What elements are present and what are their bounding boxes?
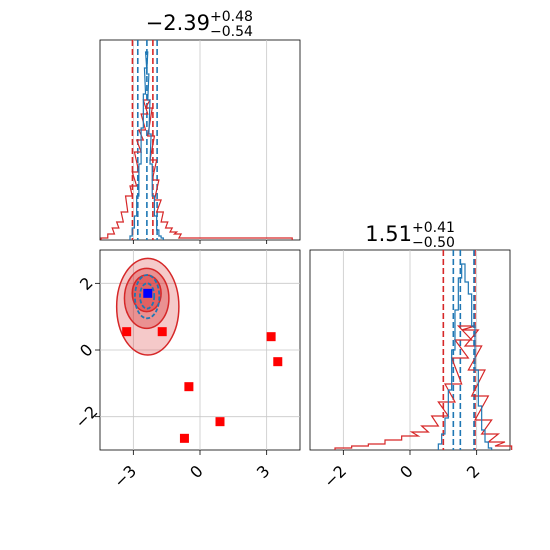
scatter-point-red: [273, 357, 283, 367]
scatter-point-red: [157, 327, 167, 337]
y-tick-label-param2: 2: [76, 273, 97, 294]
histogram-red-series: [334, 325, 513, 450]
x-tick-label-param2: −2: [320, 461, 350, 491]
scatter-point-red: [179, 433, 189, 443]
title-param1-lower: −0.54: [210, 24, 253, 40]
title-param2-upper: +0.41: [412, 220, 455, 236]
title-param2: 1.51: [365, 222, 412, 246]
title-param1-value: −2.39: [146, 11, 210, 35]
histogram-param1: [99, 39, 301, 241]
contour-red: [123, 267, 170, 330]
truth-point: [143, 288, 153, 298]
scatter-point-red: [122, 327, 132, 337]
histogram-param2: [309, 249, 513, 451]
y-tick-label-param2: −2: [71, 402, 101, 432]
scatter-point-red: [184, 382, 194, 392]
scatter-point-red: [215, 417, 225, 427]
scatter-panel: [99, 249, 301, 451]
title-param1-upper: +0.48: [210, 9, 253, 25]
scatter-point-red: [266, 332, 276, 342]
histogram-blue-series: [129, 51, 164, 240]
x-tick-label-param2: 2: [463, 461, 484, 482]
histogram-blue-series: [437, 263, 493, 450]
title-param2-lower: −0.50: [412, 235, 455, 251]
x-tick-label-param1: 0: [186, 461, 207, 482]
title-param1: −2.39: [146, 11, 210, 35]
x-tick-label-param1: −3: [110, 461, 140, 491]
contour-blue: [139, 282, 156, 310]
x-tick-label-param2: 0: [396, 461, 417, 482]
x-tick-label-param1: 3: [253, 461, 274, 482]
title-param2-value: 1.51: [365, 222, 412, 246]
y-tick-label-param2: 0: [76, 340, 97, 361]
contour-blue: [133, 274, 161, 320]
histogram-red-series: [100, 99, 293, 240]
